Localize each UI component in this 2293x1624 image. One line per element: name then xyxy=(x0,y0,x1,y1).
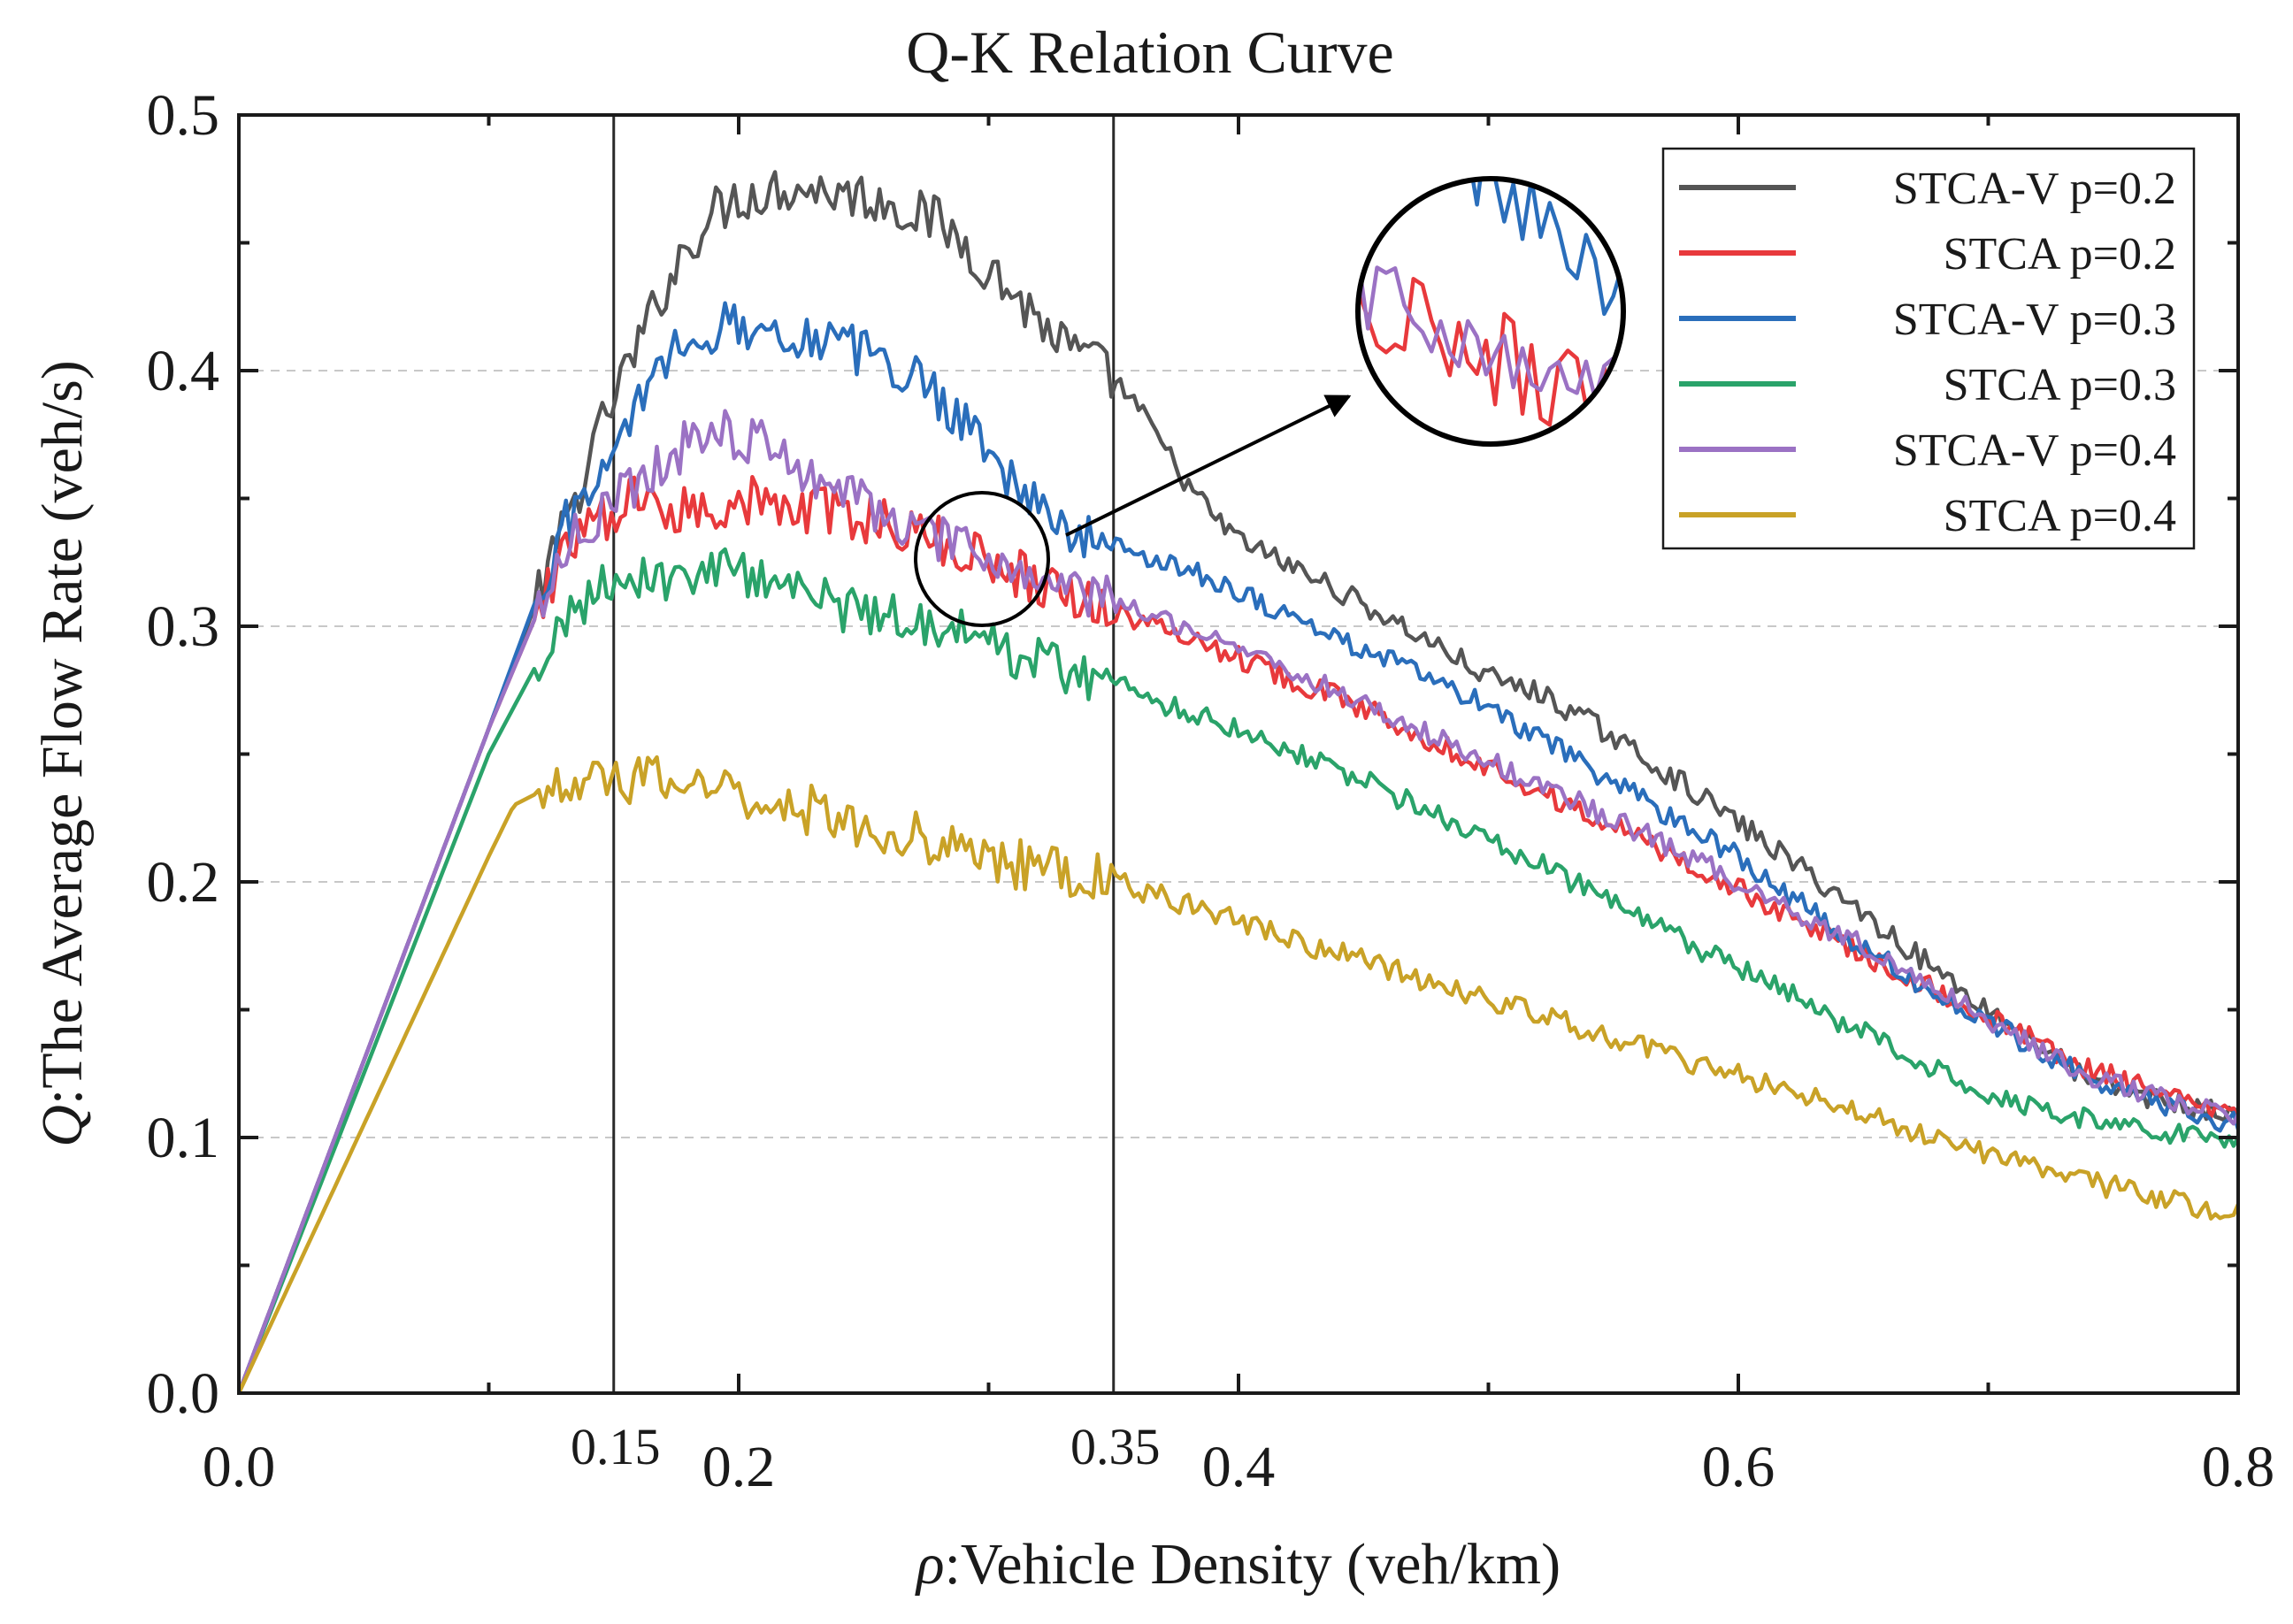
zoom-series-line-5 xyxy=(1286,837,1695,1007)
reference-line-label-0: 0.15 xyxy=(571,1418,661,1475)
zoom-series-line-0 xyxy=(1286,0,1695,5)
x-tick-label-2: 0.4 xyxy=(1202,1435,1276,1499)
x-tick-label-3: 0.6 xyxy=(1702,1435,1775,1499)
series-line-1 xyxy=(239,474,2238,1393)
legend-label-1: STCA p=0.2 xyxy=(1944,229,2176,280)
zoom-series-line-1 xyxy=(1358,234,1623,444)
zoom-inset-content xyxy=(1286,0,1695,1007)
legend-label-0: STCA-V p=0.2 xyxy=(1893,164,2176,214)
x-axis-ticks: 0.0 0.2 0.4 0.6 0.8 xyxy=(203,115,2275,1499)
y-tick-label-2: 0.2 xyxy=(147,850,220,915)
y-axis-label: Q:The Average Flow Rate (veh/s) xyxy=(30,360,95,1147)
y-tick-label-5: 0.5 xyxy=(147,83,220,148)
legend-box xyxy=(1661,147,2196,550)
series-line-5 xyxy=(239,755,2238,1393)
legend-label-2: STCA-V p=0.3 xyxy=(1893,295,2176,345)
series-line-0 xyxy=(239,170,2238,1393)
legend-label-4: STCA-V p=0.4 xyxy=(1893,425,2176,476)
legend-label-3: STCA p=0.3 xyxy=(1944,360,2176,410)
reference-lines: 0.15 0.35 xyxy=(571,115,1161,1475)
x-tick-label-1: 0.2 xyxy=(702,1435,776,1499)
zoom-inset xyxy=(914,0,1695,1007)
zoom-source-circle xyxy=(914,491,1050,627)
zoom-arrow xyxy=(1065,395,1352,537)
y-axis-symbol: Q xyxy=(30,1105,95,1147)
chart-title: Q-K Relation Curve xyxy=(906,19,1393,86)
y-axis-text: :The Average Flow Rate (veh/s) xyxy=(30,360,95,1105)
series-line-4 xyxy=(239,409,2238,1393)
x-tick-label-4: 0.8 xyxy=(2202,1435,2275,1499)
x-axis-text: :Vehicle Density (veh/km) xyxy=(945,1532,1561,1597)
zoom-series-line-4 xyxy=(1358,236,1623,444)
plot-series xyxy=(239,170,2238,1393)
zoom-inset-circle xyxy=(1355,176,1626,447)
y-axis-ticks: 0.0 0.1 0.2 0.3 0.4 0.5 xyxy=(147,83,2238,1426)
legend-label-5: STCA p=0.4 xyxy=(1944,491,2176,541)
series-line-3 xyxy=(239,547,2238,1393)
reference-line-label-1: 0.35 xyxy=(1070,1418,1161,1475)
x-axis-label: ρ:Vehicle Density (veh/km) xyxy=(915,1532,1561,1597)
x-axis-symbol: ρ xyxy=(915,1532,945,1597)
y-tick-label-1: 0.1 xyxy=(147,1106,220,1170)
x-tick-label-0: 0.0 xyxy=(203,1435,276,1499)
y-tick-label-4: 0.4 xyxy=(147,339,220,403)
legend: STCA-V p=0.2 STCA p=0.2 STCA-V p=0.3 STCA p… xyxy=(1661,147,2196,550)
y-tick-label-3: 0.3 xyxy=(147,594,220,659)
y-tick-label-0: 0.0 xyxy=(147,1361,220,1426)
zoom-series-line-3 xyxy=(1358,420,1623,444)
